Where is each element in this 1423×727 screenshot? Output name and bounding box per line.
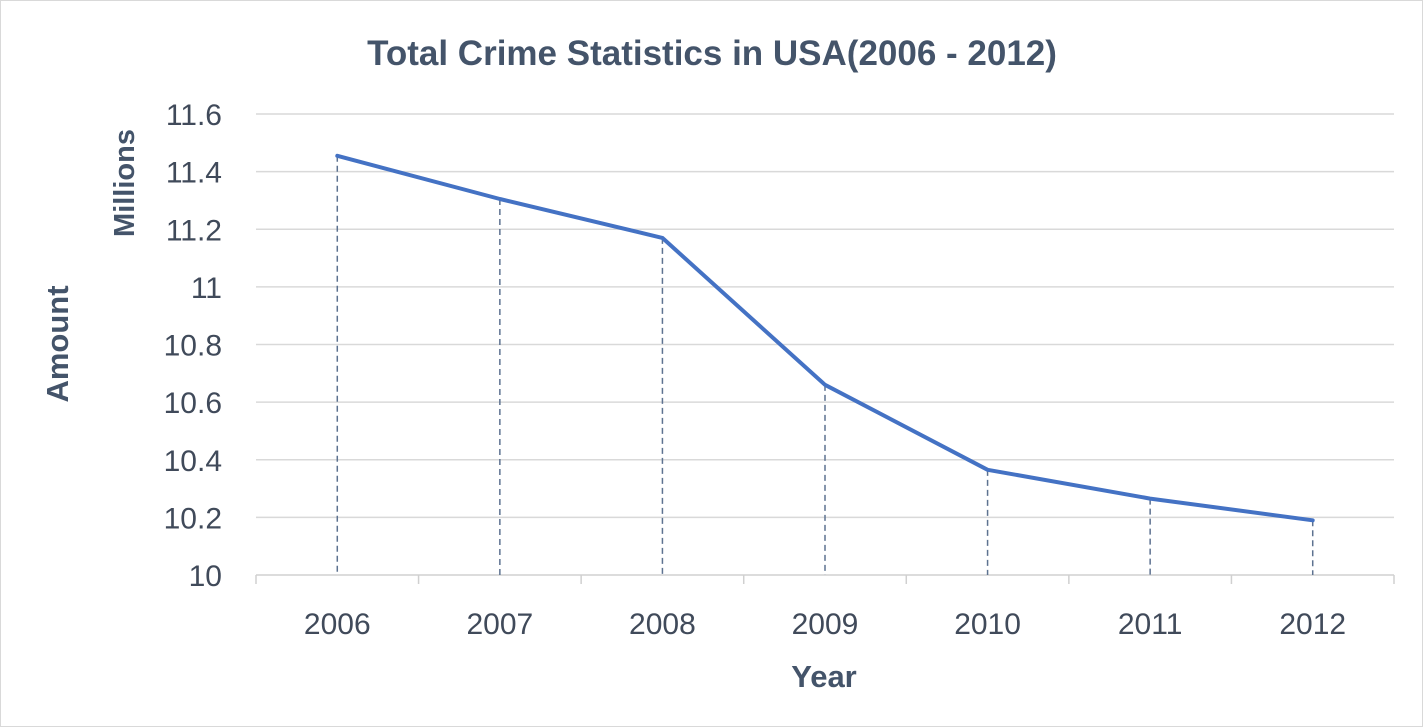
y-tick-label: 10.2 [164,502,222,535]
y-tick-label: 10.4 [164,445,222,478]
y-tick-label: 11.4 [166,157,222,190]
y-axis-ticks: 10 10.2 10.4 10.6 10.8 11 11.2 11.4 11.6 [164,99,222,593]
x-tick-label: 2008 [629,608,696,641]
x-axis: 2006 2007 2008 2009 2010 2011 2012 [255,574,1395,641]
x-tick-label: 2012 [1279,608,1346,641]
x-axis-title: Year [791,659,857,694]
series-line [335,153,1315,523]
x-tick-label: 2007 [466,608,533,641]
y-axis-unit-label: Millions [109,129,141,237]
y-tick-label: 10.6 [164,387,222,420]
gridlines [256,113,1394,519]
y-tick-label: 11.6 [166,99,222,132]
x-tick-label: 2010 [954,608,1021,641]
y-axis-title: Amount [40,285,75,402]
y-tick-label: 10.8 [164,330,222,363]
y-tick-label: 11 [191,272,222,305]
x-tick-label: 2009 [792,608,859,641]
chart-title: Total Crime Statistics in USA(2006 - 201… [367,34,1057,73]
x-tick-label: 2006 [304,608,371,641]
x-tick-label: 2011 [1118,608,1183,641]
series-layer [335,153,1315,523]
y-tick-label: 10 [189,560,222,593]
y-tick-label: 11.2 [166,214,222,247]
drop-lines [336,155,1314,575]
